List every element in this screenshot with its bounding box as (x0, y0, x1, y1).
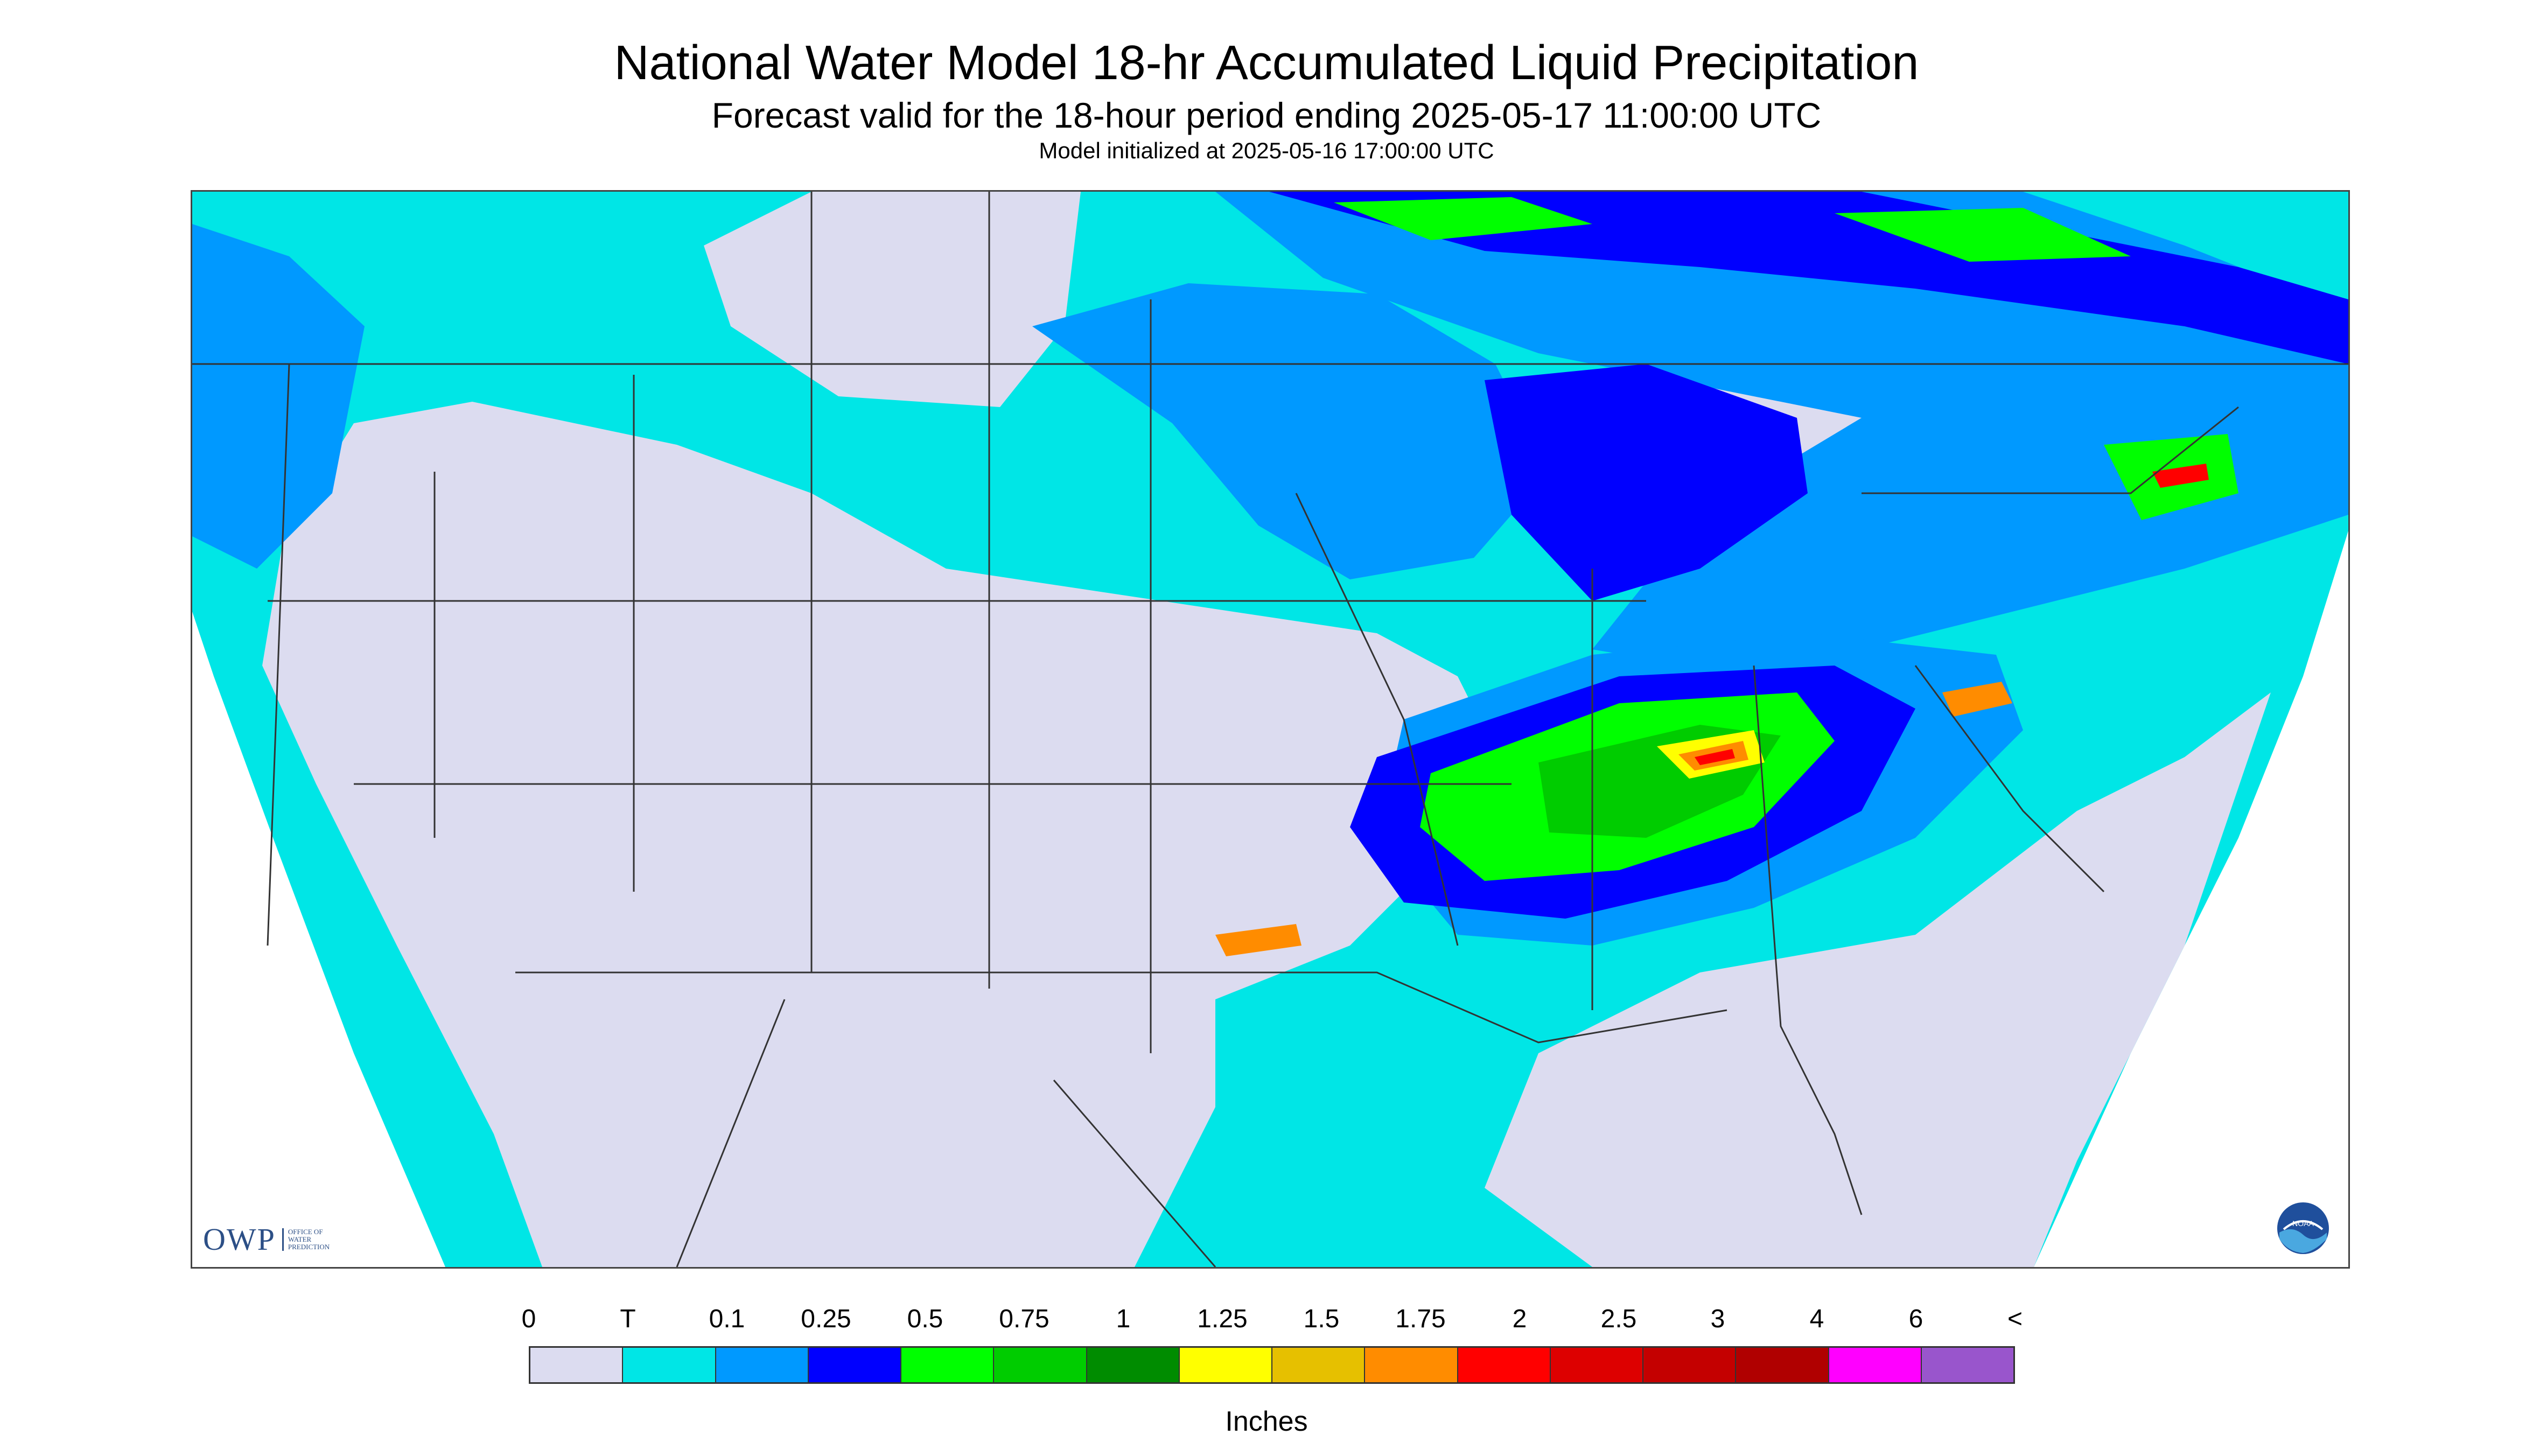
legend-tick-label: T (620, 1305, 636, 1333)
owp-logo-text: OFFICE OF WATER PREDICTION (282, 1228, 330, 1251)
legend-tick-label: 4 (1809, 1305, 1824, 1333)
legend-swatch (1736, 1348, 1829, 1382)
legend-swatch (1087, 1348, 1180, 1382)
dry-area-southeast (1485, 692, 2271, 1267)
map-subtitle: Forecast valid for the 18-hour period en… (711, 95, 1822, 135)
precipitation-map: OWP OFFICE OF WATER PREDICTION NOAA (191, 190, 2350, 1269)
legend-swatch (716, 1348, 809, 1382)
legend-swatch (1458, 1348, 1551, 1382)
legend-swatch (1921, 1348, 2013, 1382)
political-boundaries (192, 192, 2348, 1267)
owp-logo-line: PREDICTION (288, 1242, 330, 1251)
band-moderate-great-lakes (1485, 364, 1808, 601)
legend-swatch (1272, 1348, 1366, 1382)
owp-logo-mark: OWP (203, 1222, 276, 1257)
owp-logo-line: WATER (288, 1235, 312, 1243)
legend-tick-label: 2.5 (1600, 1305, 1637, 1333)
band-light-canada (1215, 192, 2348, 676)
legend-tick-label: 1.75 (1395, 1305, 1446, 1333)
legend-swatch (1829, 1348, 1922, 1382)
legend-swatch (1179, 1348, 1272, 1382)
legend-swatch (1550, 1348, 1643, 1382)
legend-tick-label: 0 (521, 1305, 536, 1333)
map-title: National Water Model 18-hr Accumulated L… (614, 36, 1919, 90)
legend-tick-labels: 0 T 0.1 0.25 0.5 0.75 1 1.25 1.5 1.75 2 2.5 3 4 6 < (522, 1304, 2023, 1336)
precipitation-legend (529, 1346, 2015, 1384)
legend-tick-label: 0.75 (999, 1305, 1049, 1333)
legend-tick-label: 6 (1908, 1305, 1923, 1333)
band-extreme-kentucky (1695, 749, 1735, 765)
legend-tick-label: 1.25 (1197, 1305, 1248, 1333)
legend-swatch (1365, 1348, 1458, 1382)
dry-area-north-central (704, 192, 1081, 407)
noaa-logo: NOAA (2277, 1202, 2329, 1254)
model-init-line: Model initialized at 2025-05-16 17:00:00… (1039, 138, 1494, 163)
band-half-inch-canada (1334, 197, 2131, 262)
legend-tick-label: 0.25 (801, 1305, 851, 1333)
band-heavy-texas (1215, 924, 1302, 956)
noaa-logo-text: NOAA (2292, 1219, 2314, 1228)
legend-swatch (994, 1348, 1087, 1382)
precipitation-map-canvas (192, 192, 2348, 1267)
legend-swatch (1643, 1348, 1737, 1382)
legend-tick-label: 1 (1116, 1305, 1131, 1333)
legend-tick-label: < (2007, 1305, 2023, 1333)
legend-swatch (530, 1348, 624, 1382)
legend-swatch (623, 1348, 716, 1382)
legend-tick-label: 1.5 (1303, 1305, 1340, 1333)
band-moderate-canada (1269, 192, 2348, 364)
legend-units: Inches (1225, 1406, 1308, 1437)
legend-swatch (808, 1348, 901, 1382)
band-light-northwest (192, 224, 365, 569)
legend-tick-label: 0.5 (907, 1305, 943, 1333)
legend-tick-label: 0.1 (709, 1305, 745, 1333)
legend-swatch (901, 1348, 995, 1382)
dry-area-west (262, 402, 1512, 1267)
band-heavy-new-england (2152, 464, 2209, 488)
owp-logo-line: OFFICE OF (288, 1227, 323, 1236)
owp-logo: OWP OFFICE OF WATER PREDICTION (203, 1221, 330, 1257)
band-heavy-mid-atlantic (1942, 682, 2012, 717)
band-light-upper-midwest (1032, 283, 1549, 579)
legend-tick-label: 2 (1512, 1305, 1527, 1333)
legend-tick-label: 3 (1710, 1305, 1725, 1333)
